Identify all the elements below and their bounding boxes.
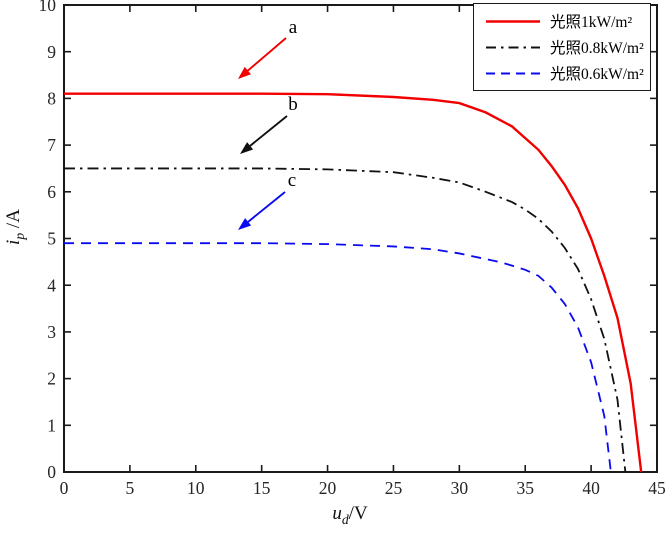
curve-0p6kw [64,242,612,473]
x-tick-label: 25 [385,478,403,498]
legend-item-1kw: 光照1kW/m² [485,10,646,32]
legend-line-dashed [486,72,540,74]
legend-item-0p8kw: 光照0.8kW/m² [485,36,646,58]
legend-item-0p6kw: 光照0.6kW/m² [485,62,646,84]
legend-label: 光照1kW/m² [550,14,633,31]
annotation-arrow-a [247,37,287,72]
legend-line-dashdot [486,46,540,48]
x-tick-label: 10 [187,478,205,498]
y-axis-label: ip /A [3,187,27,267]
y-tick-label: 6 [47,182,56,202]
annotation-arrowhead-b [240,142,254,154]
y-tick-label: 0 [47,462,56,482]
curve-1kw [64,92,643,473]
x-axis-unit: /V [348,503,368,524]
y-tick-label: 10 [39,0,57,15]
annotation-arrowhead-c [238,218,252,230]
x-tick-label: 30 [451,478,469,498]
x-tick-label: 5 [126,478,135,498]
annotation-arrow-b [249,115,288,147]
y-tick-label: 1 [47,415,56,435]
x-tick-label: 40 [582,478,600,498]
annotation-arrow-c [247,191,286,223]
x-tick-label: 15 [253,478,271,498]
y-tick-label: 4 [47,275,56,295]
y-tick-label: 5 [47,229,56,249]
x-tick-label: 45 [648,478,666,498]
annotation-label-b: b [288,94,298,115]
legend-label: 光照0.6kW/m² [550,66,644,83]
y-tick-label: 7 [47,135,56,155]
annotation-arrowhead-a [238,66,252,79]
legend-box: 光照1kW/m² 光照0.8kW/m² 光照0.6kW/m² [473,3,651,91]
y-tick-label: 9 [47,42,56,62]
legend-label: 光照0.8kW/m² [550,40,644,57]
x-tick-label: 35 [516,478,534,498]
y-axis-subscript: p [11,232,27,240]
legend-line-solid [486,19,540,23]
curve-0p8kw [64,167,627,473]
y-axis-symbol: i [3,239,24,245]
x-axis-label: ud/V [290,503,410,527]
y-tick-label: 8 [47,89,56,109]
annotation-label-a: a [288,17,298,38]
x-tick-label: 20 [319,478,337,498]
y-tick-label: 3 [47,322,56,342]
y-axis-unit: /A [3,209,24,233]
x-axis-subscript: d [341,511,349,527]
y-tick-label: 2 [47,369,56,389]
x-tick-label: 0 [60,478,69,498]
x-axis-symbol: u [332,503,342,524]
annotation-label-c: c [287,170,297,191]
